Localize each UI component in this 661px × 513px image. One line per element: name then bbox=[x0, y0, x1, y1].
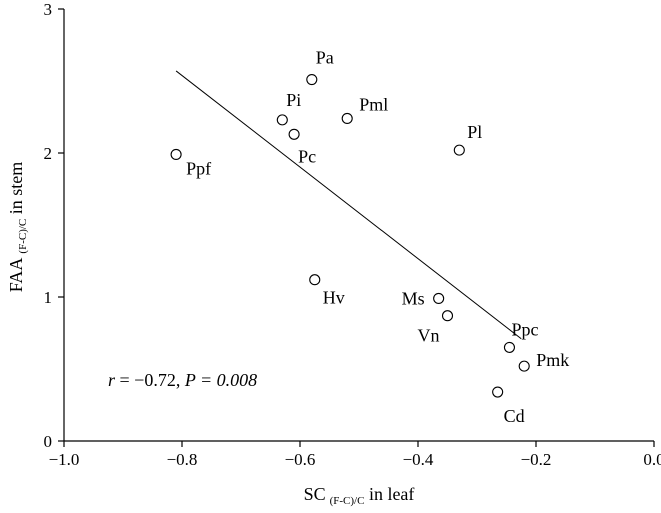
point-label-pml: Pml bbox=[359, 94, 388, 114]
y-tick-label: 2 bbox=[44, 144, 53, 163]
data-point-ppc bbox=[503, 341, 516, 353]
x-axis-title-main: SC bbox=[304, 484, 326, 504]
x-tick-label: −1.0 bbox=[49, 450, 80, 469]
y-axis-title-main: FAA bbox=[6, 258, 26, 293]
y-axis-title: FAA (F-C)/C in stem bbox=[6, 162, 29, 293]
r-symbol: r bbox=[108, 370, 116, 390]
y-tick-label: 0 bbox=[44, 432, 53, 451]
p-symbol: P bbox=[184, 370, 196, 390]
point-label-hv: Hv bbox=[323, 288, 345, 308]
data-point-pa bbox=[306, 74, 318, 86]
trend-line bbox=[175, 70, 522, 340]
y-axis-title-sub: (F-C)/C bbox=[17, 219, 29, 254]
point-label-pl: Pl bbox=[467, 122, 482, 142]
data-points bbox=[170, 74, 530, 398]
point-label-pa: Pa bbox=[316, 48, 334, 68]
x-tick-label: −0.2 bbox=[521, 450, 552, 469]
y-ticks: 0 1 2 3 bbox=[44, 0, 64, 451]
point-label-pmk: Pmk bbox=[536, 350, 569, 370]
data-point-pmk bbox=[518, 360, 530, 372]
plot-frame bbox=[63, 9, 654, 442]
data-point-pc bbox=[288, 128, 300, 140]
data-point-ppf bbox=[170, 148, 182, 160]
point-label-cd: Cd bbox=[504, 406, 525, 426]
x-tick-label: −0.8 bbox=[167, 450, 198, 469]
data-point-pl bbox=[453, 144, 465, 156]
point-label-ms: Ms bbox=[402, 288, 425, 308]
y-tick-label: 3 bbox=[44, 0, 53, 19]
point-label-vn: Vn bbox=[418, 326, 440, 346]
r-value: = −0.72, bbox=[115, 370, 185, 390]
y-axis-title-rest: in stem bbox=[6, 162, 26, 219]
point-label-ppc: Ppc bbox=[511, 319, 538, 339]
x-tick-label: −0.4 bbox=[403, 450, 434, 469]
data-point-pml bbox=[341, 112, 353, 124]
point-label-ppf: Ppf bbox=[186, 158, 211, 178]
y-tick-label: 1 bbox=[44, 288, 53, 307]
x-axis-title-rest: in leaf bbox=[364, 484, 414, 504]
x-tick-label: 0.0 bbox=[643, 450, 661, 469]
x-axis-title: SC (F-C)/C in leaf bbox=[304, 484, 415, 507]
data-point-labels: Pa Pi Pml Pc Pl Ppf Hv Ms Vn Ppc Pmk Cd bbox=[186, 48, 569, 426]
correlation-annotation: r = −0.72, P = 0.008 bbox=[108, 370, 257, 390]
x-tick-label: −0.6 bbox=[285, 450, 316, 469]
data-point-vn bbox=[441, 310, 454, 322]
x-ticks: −1.0 −0.8 −0.6 −0.4 −0.2 0.0 bbox=[49, 441, 661, 469]
p-value: = 0.008 bbox=[196, 370, 258, 390]
x-axis-title-sub: (F-C)/C bbox=[330, 495, 365, 507]
point-label-pi: Pi bbox=[286, 90, 301, 110]
data-point-ms bbox=[433, 292, 445, 304]
data-point-hv bbox=[309, 274, 321, 286]
data-point-cd bbox=[492, 386, 504, 398]
data-point-pi bbox=[276, 114, 288, 126]
point-label-pc: Pc bbox=[298, 146, 316, 166]
